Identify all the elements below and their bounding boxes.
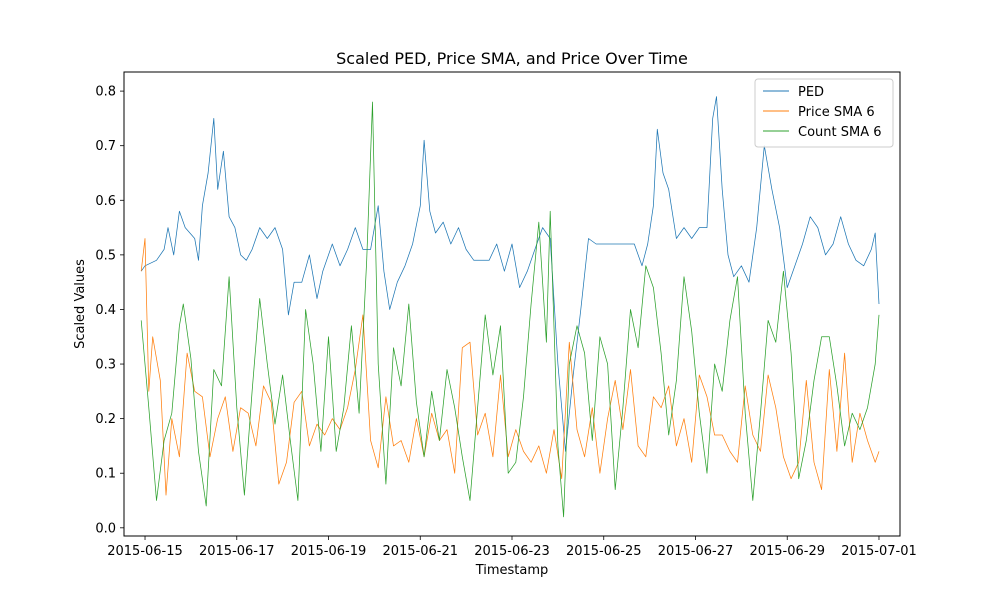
y-tick-label: 0.2 [95, 412, 116, 427]
x-tick-label: 2015-06-23 [474, 544, 550, 559]
x-axis: 2015-06-15 2015-06-17 2015-06-19 2015-06-21… [107, 536, 917, 559]
chart-title: Scaled PED, Price SMA, and Price Over Ti… [336, 49, 688, 68]
x-tick-label: 2015-07-01 [841, 544, 917, 559]
legend-label-1: PED [798, 85, 824, 100]
y-tick-label: 0.0 [95, 521, 116, 536]
y-axis: 0.0 0.1 0.2 0.3 0.4 0.5 0.6 0.7 0.8 [95, 85, 124, 536]
y-tick-label: 0.6 [95, 194, 116, 209]
y-axis-label: Scaled Values [73, 259, 88, 349]
x-tick-label: 2015-06-25 [566, 544, 642, 559]
series-line-3 [140, 101, 880, 518]
x-tick-label: 2015-06-21 [382, 544, 458, 559]
legend: PED Price SMA 6 Count SMA 6 [754, 78, 894, 148]
series-line-1 [140, 96, 880, 452]
y-tick-label: 0.3 [95, 358, 116, 373]
x-tick-label: 2015-06-27 [658, 544, 734, 559]
y-tick-label: 0.4 [95, 303, 116, 318]
x-tick-label: 2015-06-19 [291, 544, 367, 559]
x-tick-label: 2015-06-29 [749, 544, 825, 559]
series-line-2 [140, 238, 880, 496]
y-tick-label: 0.7 [95, 139, 116, 154]
plot-area [140, 96, 880, 518]
x-tick-label: 2015-06-15 [107, 544, 183, 559]
y-tick-label: 0.5 [95, 248, 116, 263]
legend-label-2: Price SMA 6 [798, 105, 875, 120]
x-tick-label: 2015-06-17 [199, 544, 275, 559]
legend-box [754, 78, 894, 148]
y-tick-label: 0.8 [95, 85, 116, 100]
x-axis-label: Timestamp [475, 563, 549, 578]
legend-label-3: Count SMA 6 [798, 125, 882, 140]
y-tick-label: 0.1 [95, 467, 116, 482]
